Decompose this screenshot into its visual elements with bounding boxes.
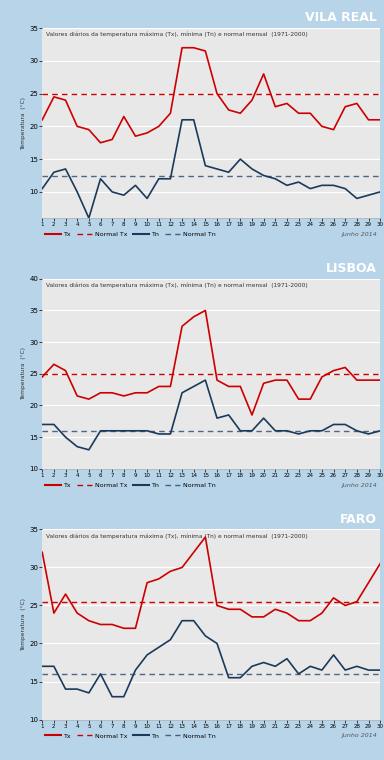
- Y-axis label: Temperatura  (°C): Temperatura (°C): [21, 347, 26, 401]
- Y-axis label: Temperatura  (°C): Temperatura (°C): [21, 97, 26, 150]
- Legend: Tx, Normal Tx, Tn, Normal Tn: Tx, Normal Tx, Tn, Normal Tn: [45, 733, 216, 739]
- Text: Junho 2014: Junho 2014: [341, 483, 377, 488]
- Text: Valores diários da temperatura máxima (Tx), mínima (Tn) e normal mensal  (1971-2: Valores diários da temperatura máxima (T…: [46, 32, 307, 37]
- Text: FARO: FARO: [340, 513, 377, 526]
- Legend: Tx, Normal Tx, Tn, Normal Tn: Tx, Normal Tx, Tn, Normal Tn: [45, 232, 216, 237]
- Y-axis label: Temperatura  (°C): Temperatura (°C): [21, 598, 26, 651]
- Text: VILA REAL: VILA REAL: [305, 11, 377, 24]
- Text: Valores diários da temperatura máxima (Tx), mínima (Tn) e normal mensal  (1971-2: Valores diários da temperatura máxima (T…: [46, 534, 307, 539]
- Text: Junho 2014: Junho 2014: [341, 733, 377, 739]
- Text: LISBOA: LISBOA: [326, 262, 377, 275]
- Legend: Tx, Normal Tx, Tn, Normal Tn: Tx, Normal Tx, Tn, Normal Tn: [45, 483, 216, 488]
- Text: Junho 2014: Junho 2014: [341, 232, 377, 237]
- Text: Valores diários da temperatura máxima (Tx), mínima (Tn) e normal mensal  (1971-2: Valores diários da temperatura máxima (T…: [46, 283, 307, 288]
